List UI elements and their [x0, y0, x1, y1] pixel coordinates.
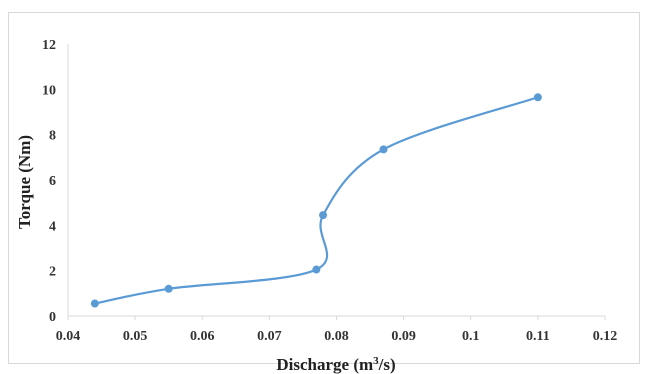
x-tick-label: 0.1 — [462, 329, 480, 344]
x-tick-label: 0.07 — [257, 329, 282, 344]
axes — [67, 44, 606, 320]
y-tick-label: 12 — [42, 38, 56, 53]
chart-frame — [8, 12, 640, 364]
y-tick-label: 2 — [49, 265, 56, 280]
y-tick-label: 8 — [49, 129, 56, 144]
y-tick-label: 6 — [49, 174, 56, 189]
y-tick-label: 4 — [49, 219, 56, 234]
tick-labels: 0.04 0.05 0.06 0.07 0.08 0.09 0.1 0.11 0.12 0 2 4 6 8… — [42, 38, 617, 344]
x-tick-label: 0.12 — [593, 329, 618, 344]
data-point — [533, 93, 542, 102]
x-tick-label: 0.09 — [391, 329, 416, 344]
x-tick-label: 0.06 — [190, 329, 215, 344]
data-point — [319, 211, 328, 220]
y-tick-label: 0 — [49, 310, 56, 325]
data-point — [379, 145, 388, 154]
y-axis-title: Torque (Nm) — [15, 135, 34, 229]
x-tick-label: 0.05 — [123, 329, 148, 344]
data-point — [312, 265, 321, 274]
series-layer — [90, 93, 542, 308]
x-axis-title: Discharge (m3/s) — [276, 355, 395, 374]
x-tick-label: 0.11 — [526, 329, 550, 344]
data-point — [90, 299, 99, 308]
data-point — [164, 284, 173, 293]
x-tick-label: 0.08 — [324, 329, 349, 344]
y-tick-label: 10 — [42, 83, 56, 98]
x-tick-label: 0.04 — [56, 329, 81, 344]
